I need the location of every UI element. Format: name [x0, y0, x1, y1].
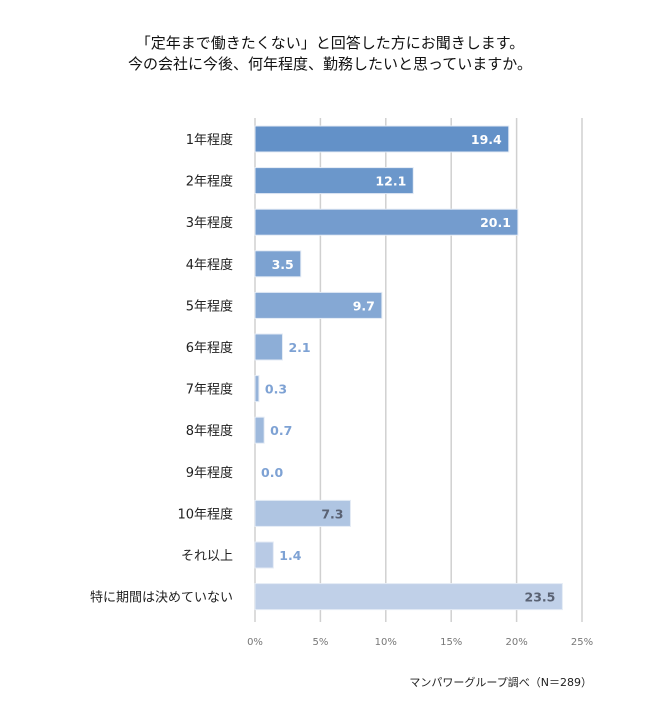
- chart-title-line-2: 今の会社に今後、何年程度、勤務したいと思っていますか。: [128, 55, 532, 73]
- category-label: 5年程度: [186, 298, 233, 314]
- category-label: 10年程度: [177, 506, 233, 522]
- x-tick-label: 15%: [440, 637, 462, 648]
- data-label: 0.0: [261, 465, 283, 480]
- data-label: 19.4: [471, 132, 502, 147]
- data-label: 12.1: [375, 174, 406, 189]
- data-label: 0.3: [265, 382, 287, 397]
- x-tick-label: 0%: [247, 637, 263, 648]
- bar: [254, 375, 260, 403]
- bar: [254, 499, 351, 527]
- source-note: マンパワーグループ調べ（N＝289）: [409, 676, 592, 689]
- category-label: 7年程度: [186, 382, 233, 398]
- bar: [254, 541, 274, 569]
- x-tick-label: 20%: [505, 637, 527, 648]
- bar: [254, 291, 383, 319]
- category-label: 4年程度: [186, 257, 233, 273]
- category-label: 2年程度: [186, 174, 233, 190]
- chart-title-line-1: 「定年まで働きたくない」と回答した方にお聞きします。: [135, 34, 525, 52]
- bar: [254, 167, 414, 195]
- bar: [254, 208, 519, 236]
- x-tick-label: 10%: [375, 637, 397, 648]
- data-label: 9.7: [353, 298, 375, 313]
- category-label: それ以上: [181, 549, 233, 564]
- category-label: 9年程度: [186, 465, 233, 481]
- bar: [254, 125, 510, 153]
- category-label: 6年程度: [186, 340, 233, 356]
- bar: [254, 416, 265, 444]
- bar: [254, 333, 283, 361]
- data-label: 7.3: [321, 506, 343, 521]
- category-label: 8年程度: [186, 423, 233, 439]
- data-label: 2.1: [288, 340, 310, 355]
- bar: [254, 250, 302, 278]
- data-label: 3.5: [272, 257, 294, 272]
- data-label: 23.5: [525, 590, 556, 605]
- category-label: 特に期間は決めていない: [90, 591, 233, 606]
- data-label: 1.4: [279, 548, 301, 563]
- data-label: 0.7: [270, 423, 292, 438]
- bar: [254, 583, 563, 611]
- x-tick-label: 25%: [571, 637, 593, 648]
- category-label: 3年程度: [186, 215, 233, 231]
- data-label: 20.1: [480, 215, 511, 230]
- x-tick-label: 5%: [312, 637, 328, 648]
- category-label: 1年程度: [186, 132, 233, 148]
